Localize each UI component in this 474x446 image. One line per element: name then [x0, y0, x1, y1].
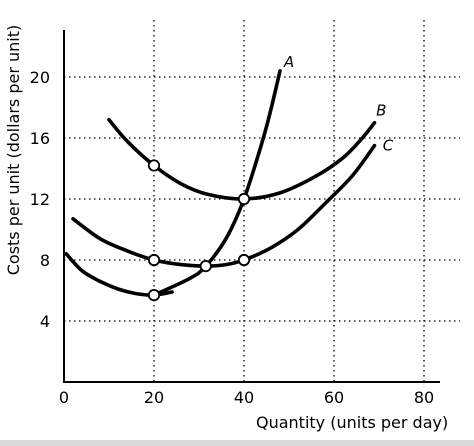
curve-labels: A BC: [283, 53, 394, 155]
curve-a: [152, 69, 282, 297]
point-marker: [147, 253, 161, 267]
bottom-rule: [0, 440, 474, 446]
x-tick-label: 80: [414, 388, 434, 407]
curve-label-a: A: [283, 53, 294, 71]
curve-b: [107, 117, 377, 201]
curve-label-b: B: [376, 102, 386, 120]
x-tick-label: 20: [144, 388, 164, 407]
x-axis-label: Quantity (units per day): [256, 413, 448, 432]
axes: [63, 30, 440, 383]
y-tick-label: 12: [30, 190, 50, 209]
cost-curves: [64, 69, 377, 297]
point-marker: [199, 259, 212, 273]
point-marker: [237, 253, 251, 267]
y-axis-label: Costs per unit (dollars per unit): [4, 25, 23, 276]
y-tick-label: 20: [30, 68, 50, 87]
y-tick-label: 8: [40, 251, 50, 270]
marked-points: [147, 159, 251, 302]
x-tick-label: 40: [234, 388, 254, 407]
curve-label-c: C: [383, 137, 394, 155]
x-tick-label: 0: [59, 388, 69, 407]
y-tick-label: 4: [40, 312, 50, 331]
point-marker: [237, 192, 251, 206]
curve-c: [71, 143, 377, 268]
y-tick-label: 16: [30, 129, 50, 148]
tick-labels: 0 20 40 60 80 4 8 12 16 20: [30, 68, 435, 407]
point-marker: [147, 288, 161, 302]
gridlines: [64, 20, 460, 382]
x-tick-label: 60: [324, 388, 344, 407]
point-marker: [147, 159, 161, 172]
